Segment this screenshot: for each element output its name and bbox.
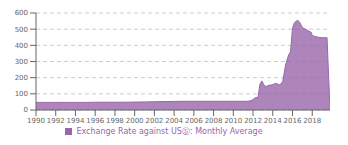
svg-text:2014: 2014	[264, 117, 282, 125]
html-text:Exchange Rate against USⓈ: Mon: Exchange Rate against USⓈ: Monthly Avera…	[76, 127, 263, 136]
svg-text:2018: 2018	[303, 117, 321, 125]
svg-text:1994: 1994	[67, 117, 85, 125]
svg-text:2010: 2010	[224, 117, 242, 125]
svg-text:500: 500	[15, 26, 28, 34]
svg-text:1998: 1998	[106, 117, 124, 125]
svg-text:2000: 2000	[126, 117, 144, 125]
svg-text:2008: 2008	[205, 117, 223, 125]
svg-text:200: 200	[15, 74, 28, 82]
svg-text:300: 300	[15, 58, 28, 66]
svg-text:1990: 1990	[27, 117, 45, 125]
svg-text:2006: 2006	[185, 117, 203, 125]
svg-text:0: 0	[24, 106, 28, 114]
svg-text:1992: 1992	[47, 117, 65, 125]
svg-text:100: 100	[15, 90, 28, 98]
svg-text:2002: 2002	[145, 117, 163, 125]
svg-text:600: 600	[15, 9, 28, 17]
svg-text:2004: 2004	[165, 117, 183, 125]
svg-text:2012: 2012	[244, 117, 262, 125]
svg-text:1996: 1996	[86, 117, 104, 125]
svg-text:400: 400	[15, 42, 28, 50]
svg-text:2016: 2016	[284, 117, 302, 125]
